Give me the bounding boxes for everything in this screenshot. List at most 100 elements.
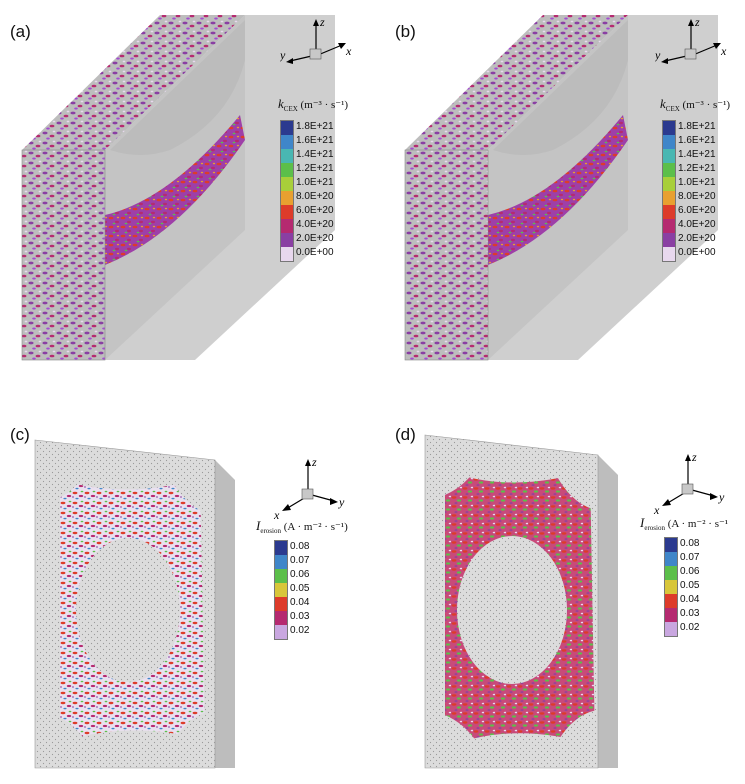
tick-label: 8.0E+20: [296, 191, 334, 202]
tick-label: 6.0E+20: [296, 205, 334, 216]
tick-label: 0.02: [290, 625, 310, 636]
colorbar-ticks: 0.08 0.07 0.06 0.05 0.04 0.03 0.02: [290, 540, 309, 638]
axis-label-right: y: [338, 495, 345, 509]
colorbar-swatch: [665, 566, 677, 580]
tick-label: 0.03: [290, 611, 310, 622]
legend-title: kCEX (m⁻³ · s⁻¹): [278, 96, 349, 113]
axis-label-right: x: [720, 44, 727, 58]
colorbar-swatch: [663, 233, 675, 247]
colorbar-swatch: [281, 247, 293, 261]
tick-label: 4.0E+20: [296, 219, 334, 230]
colorbar-swatch: [275, 597, 287, 611]
axis-label-right: y: [718, 490, 725, 504]
tick-label: 0.06: [680, 566, 700, 577]
legend-title: kCEX (m⁻³ · s⁻¹): [660, 96, 731, 113]
colorbar-swatch: [665, 552, 677, 566]
colorbar-swatch: [663, 121, 675, 135]
colorbar-swatch: [665, 622, 677, 636]
tick-label: 8.0E+20: [678, 191, 716, 202]
tick-label: 0.03: [680, 608, 700, 619]
axis-label-vertical: z: [694, 15, 700, 29]
colorbar-swatch: [663, 135, 675, 149]
colorbar-swatch: [275, 541, 287, 555]
colorbar: [280, 120, 294, 262]
colorbar: [274, 540, 288, 640]
colorbar-swatch: [275, 569, 287, 583]
colorbar-swatch: [275, 555, 287, 569]
panel-label-b: (b): [395, 22, 416, 41]
tick-label: 0.0E+00: [296, 247, 334, 258]
colorbar-swatch: [663, 247, 675, 261]
axes-triad-c: z x y: [273, 455, 345, 522]
colorbar-swatch: [663, 177, 675, 191]
tick-label: 1.0E+21: [296, 177, 334, 188]
tick-label: 1.6E+21: [678, 135, 716, 146]
colorbar: [662, 120, 676, 262]
colorbar: [664, 537, 678, 637]
tick-label: 2.0E+20: [296, 233, 334, 244]
axis-label-left: y: [655, 48, 661, 62]
colorbar-swatch: [663, 205, 675, 219]
tick-label: 4.0E+20: [678, 219, 716, 230]
colorbar-swatch: [281, 135, 293, 149]
colorbar-swatch: [275, 625, 287, 639]
tick-label: 0.08: [680, 538, 700, 549]
tick-label: 0.07: [680, 552, 700, 563]
axis-label-vertical: z: [319, 15, 325, 29]
tick-label: 0.08: [290, 541, 310, 552]
colorbar-swatch: [665, 594, 677, 608]
tick-label: 0.02: [680, 622, 700, 633]
colorbar-swatch: [281, 163, 293, 177]
axes-triad-b: z y x: [655, 15, 727, 64]
colorbar-swatch: [281, 121, 293, 135]
colorbar-swatch: [663, 191, 675, 205]
tick-label: 1.2E+21: [678, 163, 716, 174]
panel-a-block: [21, 15, 335, 361]
colorbar-swatch: [663, 163, 675, 177]
tick-label: 0.0E+00: [678, 247, 716, 258]
axis-label-right: x: [345, 44, 352, 58]
colorbar-swatch: [665, 608, 677, 622]
tick-label: 1.8E+21: [678, 121, 716, 132]
tick-label: 0.06: [290, 569, 310, 580]
colorbar-swatch: [665, 538, 677, 552]
legend-title: Ierosion (A · m⁻² · s⁻¹: [640, 515, 729, 532]
tick-label: 0.07: [290, 555, 310, 566]
tick-label: 1.4E+21: [296, 149, 334, 160]
tick-label: 0.04: [680, 594, 700, 605]
axis-label-left: y: [280, 48, 286, 62]
panel-label-d: (d): [395, 425, 416, 444]
colorbar-swatch: [663, 149, 675, 163]
axes-triad-d: z x y: [653, 450, 725, 517]
colorbar-swatch: [275, 611, 287, 625]
axis-label-left: x: [273, 508, 280, 522]
axis-label-vertical: z: [311, 455, 317, 469]
tick-label: 1.6E+21: [296, 135, 334, 146]
axes-triad-a: z y x: [280, 15, 352, 64]
colorbar-ticks: 0.08 0.07 0.06 0.05 0.04 0.03 0.02: [680, 537, 699, 635]
legend-title: Ierosion (A · m⁻² · s⁻¹): [256, 518, 348, 535]
tick-label: 2.0E+20: [678, 233, 716, 244]
colorbar-swatch: [281, 219, 293, 233]
tick-label: 6.0E+20: [678, 205, 716, 216]
colorbar-swatch: [281, 205, 293, 219]
colorbar-swatch: [281, 149, 293, 163]
colorbar-swatch: [281, 233, 293, 247]
tick-label: 0.04: [290, 597, 310, 608]
colorbar-ticks: 1.8E+21 1.6E+21 1.4E+21 1.2E+21 1.0E+21 …: [296, 120, 334, 260]
colorbar-swatch: [275, 583, 287, 597]
tick-label: 1.4E+21: [678, 149, 716, 160]
panel-label-a: (a): [10, 22, 31, 41]
axis-label-left: x: [653, 503, 660, 517]
tick-label: 1.8E+21: [296, 121, 334, 132]
panel-label-c: (c): [10, 425, 30, 444]
colorbar-swatch: [281, 191, 293, 205]
panel-b-block: [404, 15, 718, 361]
tick-label: 1.2E+21: [296, 163, 334, 174]
axis-label-vertical: z: [691, 450, 697, 464]
colorbar-swatch: [663, 219, 675, 233]
colorbar-swatch: [281, 177, 293, 191]
panel-d-plate: [424, 434, 618, 769]
colorbar-swatch: [665, 580, 677, 594]
